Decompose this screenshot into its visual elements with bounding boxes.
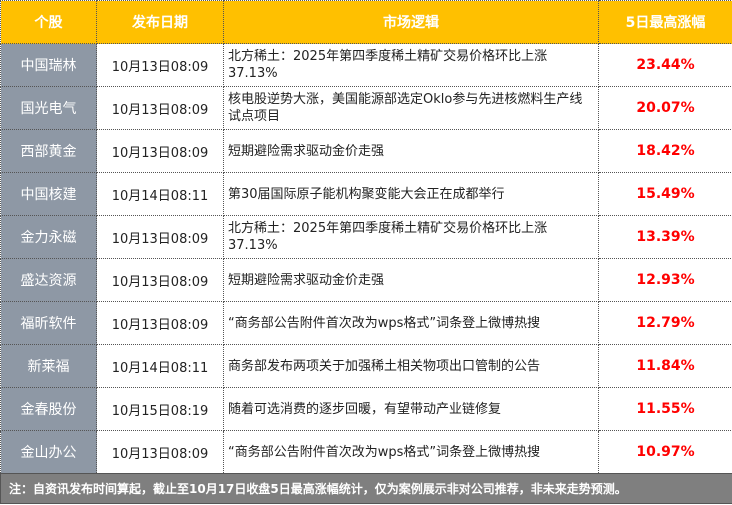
- header-logic: 市场逻辑: [223, 0, 599, 44]
- gain-pct: 23.44%: [598, 43, 732, 87]
- publish-date: 10月15日08:19: [96, 387, 224, 431]
- gain-pct: 18.42%: [598, 129, 732, 173]
- footer-note: 注：自资讯发布时间算起，截止至10月17日收盘5日最高涨幅统计，仅为案例展示非对…: [0, 473, 732, 504]
- market-logic: 商务部发布两项关于加强稀土相关物项出口管制的公告: [223, 344, 599, 388]
- gain-pct: 12.79%: [598, 301, 732, 345]
- market-logic: 北方稀土：2025年第四季度稀土精矿交易价格环比上涨37.13%: [223, 215, 599, 259]
- publish-date: 10月14日08:11: [96, 344, 224, 388]
- table-row: 金山办公 10月13日08:09 “商务部公告附件首次改为wps格式”词条登上微博热…: [0, 430, 732, 474]
- gain-pct: 20.07%: [598, 86, 732, 130]
- stock-name: 金力永磁: [0, 215, 97, 259]
- table-row: 国光电气 10月13日08:09 核电股逆势大涨，美国能源部选定Oklo参与先进核燃…: [0, 86, 732, 130]
- publish-date: 10月13日08:09: [96, 129, 224, 173]
- gain-pct: 15.49%: [598, 172, 732, 216]
- stock-name: 新莱福: [0, 344, 97, 388]
- market-logic: “商务部公告附件首次改为wps格式”词条登上微博热搜: [223, 430, 599, 474]
- stock-name: 福昕软件: [0, 301, 97, 345]
- gain-pct: 13.39%: [598, 215, 732, 259]
- table-row: 福昕软件 10月13日08:09 “商务部公告附件首次改为wps格式”词条登上微博热…: [0, 301, 732, 345]
- market-logic: 核电股逆势大涨，美国能源部选定Oklo参与先进核燃料生产线试点项目: [223, 86, 599, 130]
- stock-name: 金春股份: [0, 387, 97, 431]
- gain-pct: 12.93%: [598, 258, 732, 302]
- publish-date: 10月13日08:09: [96, 430, 224, 474]
- header-gain: 5日最高涨幅: [598, 0, 732, 44]
- market-logic: 短期避险需求驱动金价走强: [223, 129, 599, 173]
- table-row: 中国瑞林 10月13日08:09 北方稀土：2025年第四季度稀土精矿交易价格环比上…: [0, 43, 732, 87]
- gain-pct: 11.55%: [598, 387, 732, 431]
- stock-name: 国光电气: [0, 86, 97, 130]
- stock-name: 中国核建: [0, 172, 97, 216]
- publish-date: 10月14日08:11: [96, 172, 224, 216]
- stock-name: 西部黄金: [0, 129, 97, 173]
- table-row: 西部黄金 10月13日08:09 短期避险需求驱动金价走强 18.42%: [0, 129, 732, 173]
- market-logic: 北方稀土：2025年第四季度稀土精矿交易价格环比上涨37.13%: [223, 43, 599, 87]
- publish-date: 10月13日08:09: [96, 301, 224, 345]
- header-row: 个股 发布日期 市场逻辑 5日最高涨幅: [0, 0, 732, 44]
- table-row: 金力永磁 10月13日08:09 北方稀土：2025年第四季度稀土精矿交易价格环比上…: [0, 215, 732, 259]
- market-logic: 短期避险需求驱动金价走强: [223, 258, 599, 302]
- table-row: 盛达资源 10月13日08:09 短期避险需求驱动金价走强 12.93%: [0, 258, 732, 302]
- market-logic: 第30届国际原子能机构聚变能大会正在成都举行: [223, 172, 599, 216]
- gain-pct: 11.84%: [598, 344, 732, 388]
- publish-date: 10月13日08:09: [96, 258, 224, 302]
- table-row: 金春股份 10月15日08:19 随着可选消费的逐步回暖，有望带动产业链修复 11.5…: [0, 387, 732, 431]
- table-row: 中国核建 10月14日08:11 第30届国际原子能机构聚变能大会正在成都举行 15.…: [0, 172, 732, 216]
- stock-name: 金山办公: [0, 430, 97, 474]
- header-date: 发布日期: [96, 0, 224, 44]
- market-logic: 随着可选消费的逐步回暖，有望带动产业链修复: [223, 387, 599, 431]
- stock-name: 中国瑞林: [0, 43, 97, 87]
- publish-date: 10月13日08:09: [96, 215, 224, 259]
- stock-name: 盛达资源: [0, 258, 97, 302]
- table-row: 新莱福 10月14日08:11 商务部发布两项关于加强稀土相关物项出口管制的公告 11…: [0, 344, 732, 388]
- header-stock: 个股: [0, 0, 97, 44]
- publish-date: 10月13日08:09: [96, 86, 224, 130]
- gain-pct: 10.97%: [598, 430, 732, 474]
- publish-date: 10月13日08:09: [96, 43, 224, 87]
- market-logic: “商务部公告附件首次改为wps格式”词条登上微博热搜: [223, 301, 599, 345]
